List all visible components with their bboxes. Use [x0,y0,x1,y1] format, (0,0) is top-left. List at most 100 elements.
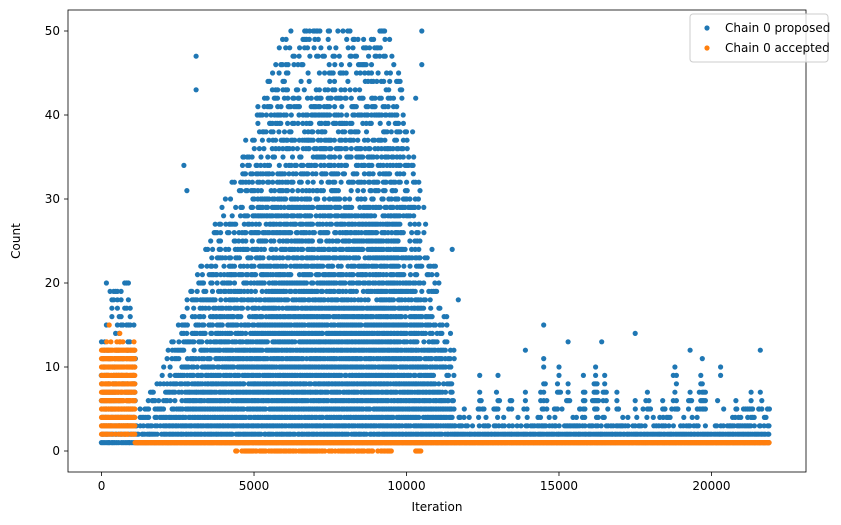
data-point [223,297,229,303]
data-point [288,288,294,294]
data-point [396,70,402,76]
data-point [348,53,354,59]
data-point [450,398,456,404]
data-point [184,330,190,336]
data-point [360,288,366,294]
data-point [209,280,215,286]
data-point [347,28,353,34]
data-point [209,263,215,269]
data-point [234,297,240,303]
data-point [394,112,400,118]
data-point [234,322,240,328]
data-point [391,62,397,68]
data-point [214,280,220,286]
data-point [238,314,244,320]
data-point [385,104,391,110]
data-point [285,62,291,68]
data-point [363,431,369,437]
data-point [388,196,394,202]
data-point [251,263,257,269]
data-point [300,255,306,261]
data-point [428,305,434,311]
data-point [231,263,238,269]
data-point [221,263,227,269]
data-point [258,431,264,437]
data-point [319,288,326,294]
data-point [495,414,501,420]
data-point [429,272,435,278]
data-point [644,414,650,420]
data-point [146,406,152,412]
data-point [259,314,265,320]
data-point [327,78,333,84]
data-point [206,305,212,311]
data-point [358,297,364,303]
data-point [266,255,272,261]
data-point [390,297,397,303]
data-point [322,129,328,135]
data-point [434,272,440,278]
data-point [409,246,415,252]
data-point [298,213,304,219]
data-point [159,372,165,378]
data-point [352,87,358,93]
data-point [165,347,171,353]
data-point [363,129,370,135]
data-point [304,45,311,51]
data-point [266,137,272,143]
data-point [412,246,418,252]
data-point [422,297,428,303]
data-point [379,154,385,160]
data-point [222,196,228,202]
data-point [469,423,476,429]
data-point [339,104,345,110]
data-point [313,162,319,168]
data-point [285,120,291,126]
data-point [501,423,507,429]
data-point [270,70,276,76]
data-point [291,53,297,59]
data-point [226,339,232,345]
data-point [365,112,371,118]
data-point [476,414,482,420]
data-point [328,204,334,210]
data-point [296,53,302,59]
data-point [347,196,353,202]
data-point [318,137,324,143]
data-point [280,146,286,152]
data-point [353,70,360,76]
data-point [260,255,266,261]
data-point [291,62,297,68]
data-point [231,230,237,236]
data-point [281,78,287,84]
data-point [444,322,450,328]
data-point [344,36,350,43]
data-point [332,87,338,93]
data-point [202,330,208,336]
data-point [227,305,234,311]
data-point [331,78,338,84]
data-point [313,171,319,177]
data-point [464,423,471,429]
data-point [403,330,409,336]
data-point [273,246,279,252]
data-point [265,154,271,160]
data-point [331,162,337,168]
data-point [242,171,249,177]
data-point [229,431,235,437]
data-point [259,288,265,294]
data-point [243,230,249,236]
data-point [270,129,276,135]
data-point [392,188,399,194]
data-point [318,120,324,126]
data-point [306,36,312,43]
data-point [326,45,333,51]
data-point [444,314,450,320]
data-point [509,423,516,429]
data-point [283,112,289,118]
data-point [524,423,531,429]
data-point [285,188,291,194]
data-point [385,230,391,236]
data-point [298,78,304,84]
data-point [361,171,367,177]
